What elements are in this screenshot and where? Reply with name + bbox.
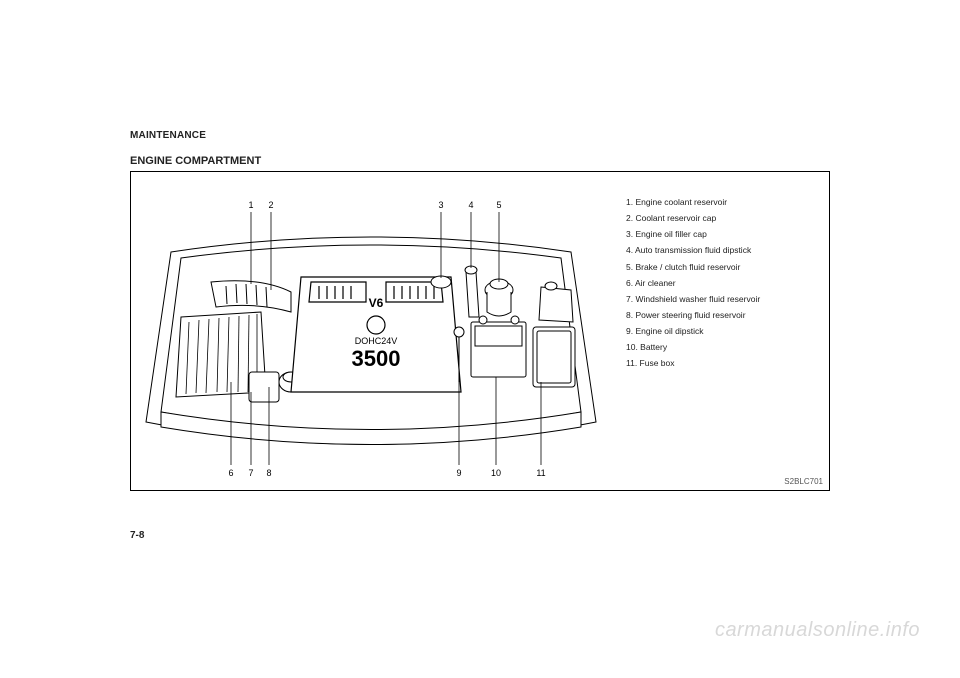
legend-item: 3. Engine oil filler cap — [626, 226, 760, 242]
engine-v6-label: V6 — [369, 296, 384, 310]
callout-8: 8 — [266, 468, 271, 478]
legend-item: 11. Fuse box — [626, 355, 760, 371]
figure-frame: V6 DOHC24V 3500 — [130, 171, 830, 491]
callout-1: 1 — [248, 200, 253, 210]
legend-item: 4. Auto transmission fluid dipstick — [626, 242, 760, 258]
watermark: carmanualsonline.info — [715, 619, 920, 642]
legend-list: 1. Engine coolant reservoir 2. Coolant r… — [626, 194, 760, 372]
callout-4: 4 — [468, 200, 473, 210]
callout-7: 7 — [248, 468, 253, 478]
figure-code: S2BLC701 — [784, 477, 823, 486]
callout-10: 10 — [491, 468, 501, 478]
legend-item: 8. Power steering fluid reservoir — [626, 307, 760, 323]
page-header: MAINTENANCE — [130, 130, 830, 141]
legend-item: 7. Windshield washer fluid reservoir — [626, 291, 760, 307]
callout-9: 9 — [456, 468, 461, 478]
page-number: 7-8 — [130, 530, 144, 541]
section-title: ENGINE COMPARTMENT — [130, 155, 830, 167]
callout-6: 6 — [228, 468, 233, 478]
callout-3: 3 — [438, 200, 443, 210]
legend-item: 10. Battery — [626, 339, 760, 355]
legend-item: 9. Engine oil dipstick — [626, 323, 760, 339]
legend-item: 6. Air cleaner — [626, 275, 760, 291]
callout-11: 11 — [536, 468, 545, 478]
engine-diagram: V6 DOHC24V 3500 — [141, 182, 601, 482]
callout-2: 2 — [268, 200, 273, 210]
callout-5: 5 — [496, 200, 501, 210]
legend-item: 1. Engine coolant reservoir — [626, 194, 760, 210]
legend-item: 2. Coolant reservoir cap — [626, 210, 760, 226]
engine-dohc-label: DOHC24V — [355, 336, 398, 346]
legend-item: 5. Brake / clutch fluid reservoir — [626, 259, 760, 275]
engine-displacement-label: 3500 — [352, 346, 401, 371]
